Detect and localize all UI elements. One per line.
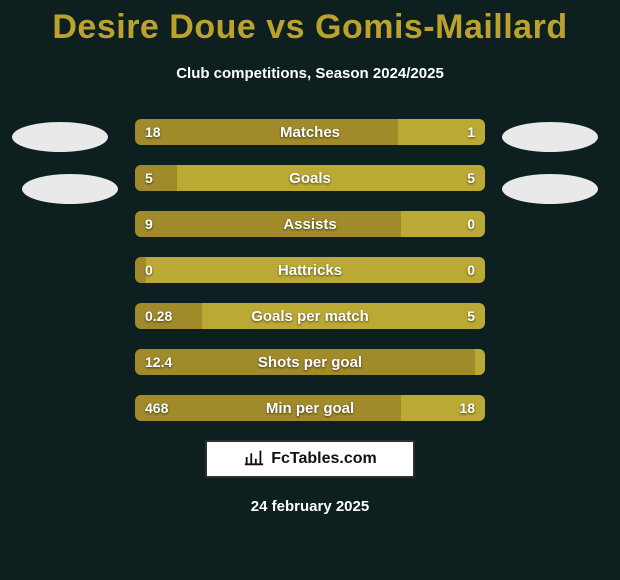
stat-row: 181Matches (134, 118, 486, 146)
decorative-ellipse (12, 122, 108, 152)
stat-label: Goals (135, 165, 485, 191)
page-subtitle: Club competitions, Season 2024/2025 (0, 65, 620, 82)
stat-label: Goals per match (135, 303, 485, 329)
badge-text: FcTables.com (271, 450, 377, 468)
bar-chart-icon (243, 446, 265, 473)
date-label: 24 february 2025 (0, 498, 620, 515)
stat-row: 00Hattricks (134, 256, 486, 284)
stat-row: 90Assists (134, 210, 486, 238)
stat-row: 12.4Shots per goal (134, 348, 486, 376)
decorative-ellipse (502, 122, 598, 152)
stat-label: Assists (135, 211, 485, 237)
decorative-ellipse (502, 174, 598, 204)
stat-label: Shots per goal (135, 349, 485, 375)
stat-label: Min per goal (135, 395, 485, 421)
stats-container: 181Matches 55Goals 90Assists 00Hattricks 0.2… (134, 118, 486, 422)
stat-row: 46818Min per goal (134, 394, 486, 422)
stat-row: 0.285Goals per match (134, 302, 486, 330)
stat-label: Hattricks (135, 257, 485, 283)
stat-label: Matches (135, 119, 485, 145)
stat-row: 55Goals (134, 164, 486, 192)
page-title: Desire Doue vs Gomis-Maillard (0, 0, 620, 47)
decorative-ellipse (22, 174, 118, 204)
source-badge: FcTables.com (205, 440, 415, 478)
